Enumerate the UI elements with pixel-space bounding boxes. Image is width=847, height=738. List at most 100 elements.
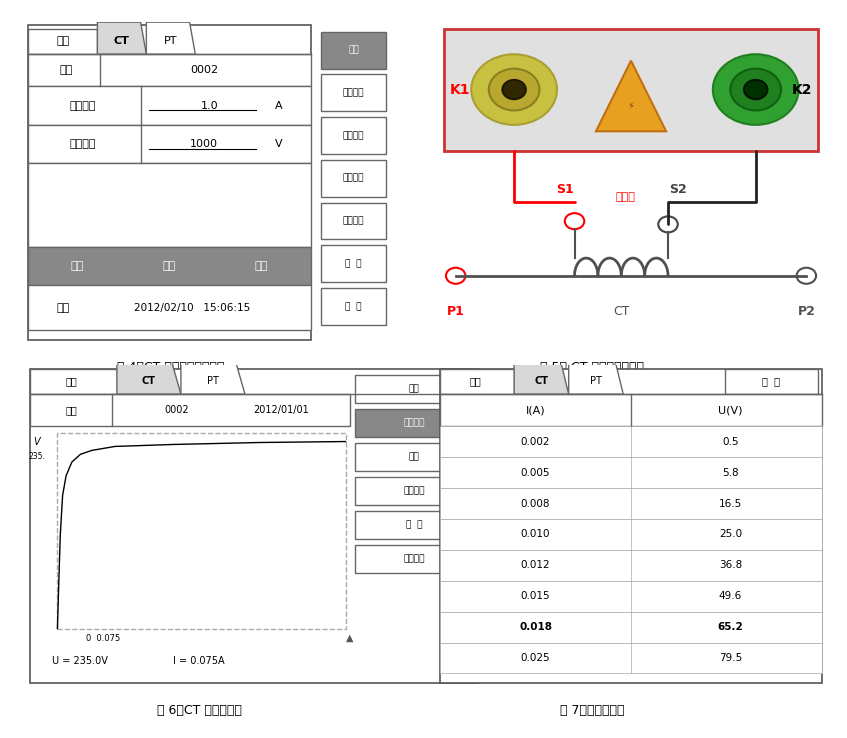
Circle shape	[446, 268, 466, 284]
Text: 励磁电流: 励磁电流	[69, 100, 97, 111]
FancyBboxPatch shape	[440, 612, 822, 643]
Text: 返  回: 返 回	[406, 521, 423, 530]
FancyBboxPatch shape	[28, 86, 311, 125]
Text: 49.6: 49.6	[719, 591, 742, 601]
Text: 误差曲线: 误差曲线	[403, 486, 425, 496]
FancyBboxPatch shape	[440, 394, 822, 427]
FancyBboxPatch shape	[355, 409, 473, 437]
FancyBboxPatch shape	[58, 432, 346, 629]
Text: 0  0.075: 0 0.075	[86, 634, 120, 643]
Text: 一次通流: 一次通流	[343, 174, 364, 183]
FancyBboxPatch shape	[321, 245, 386, 282]
FancyBboxPatch shape	[321, 288, 386, 325]
Text: 图 6，CT 励磁曲线图: 图 6，CT 励磁曲线图	[157, 704, 241, 717]
Text: CT: CT	[534, 376, 548, 387]
Text: CT: CT	[114, 36, 130, 46]
Text: 0002: 0002	[190, 65, 218, 75]
FancyBboxPatch shape	[30, 368, 479, 683]
Circle shape	[730, 69, 781, 111]
Text: K1: K1	[449, 83, 470, 97]
Text: ⚡: ⚡	[628, 100, 634, 111]
Text: 返  回: 返 回	[762, 376, 780, 387]
FancyBboxPatch shape	[355, 545, 473, 573]
Text: 保存: 保存	[409, 452, 419, 462]
Text: 返  回: 返 回	[346, 302, 362, 311]
FancyBboxPatch shape	[444, 29, 818, 151]
FancyBboxPatch shape	[724, 368, 818, 394]
Text: 图 4，CT 励磁特性测试界面: 图 4，CT 励磁特性测试界面	[117, 361, 224, 373]
Polygon shape	[181, 362, 245, 394]
Text: 励磁数据: 励磁数据	[403, 418, 425, 427]
FancyBboxPatch shape	[28, 163, 311, 246]
Text: 励磁: 励磁	[348, 46, 359, 55]
Circle shape	[471, 54, 557, 125]
Text: 日期: 日期	[56, 303, 69, 313]
FancyBboxPatch shape	[355, 511, 473, 539]
Text: 图 5， CT 励磁特性接线图: 图 5， CT 励磁特性接线图	[540, 361, 644, 373]
FancyBboxPatch shape	[321, 160, 386, 197]
Text: I(A): I(A)	[526, 405, 545, 415]
Text: V: V	[34, 438, 40, 447]
Text: S1: S1	[556, 182, 573, 196]
Text: 打印: 打印	[409, 384, 419, 393]
Text: 0.005: 0.005	[521, 468, 551, 477]
Text: U(V): U(V)	[718, 405, 743, 415]
Text: V: V	[275, 139, 283, 149]
Text: 0.002: 0.002	[521, 437, 551, 446]
Text: 0.010: 0.010	[521, 529, 551, 539]
FancyBboxPatch shape	[321, 202, 386, 239]
Text: 类型: 类型	[65, 376, 77, 387]
Circle shape	[658, 216, 678, 232]
Text: 变比极性: 变比极性	[343, 89, 364, 97]
Text: 编号: 编号	[65, 405, 77, 415]
Circle shape	[744, 80, 767, 99]
Text: 数据查询: 数据查询	[343, 216, 364, 226]
FancyBboxPatch shape	[440, 581, 822, 612]
Text: 36.8: 36.8	[719, 560, 742, 570]
FancyBboxPatch shape	[28, 125, 311, 163]
Text: 打印设定: 打印设定	[403, 555, 425, 564]
Circle shape	[489, 69, 540, 111]
Text: 图 7，励磁数据图: 图 7，励磁数据图	[560, 704, 624, 717]
Circle shape	[565, 213, 584, 230]
Text: 0.012: 0.012	[521, 560, 551, 570]
Text: 0.018: 0.018	[519, 622, 552, 632]
FancyBboxPatch shape	[321, 117, 386, 154]
Text: 校准: 校准	[255, 261, 268, 271]
Text: A: A	[275, 100, 283, 111]
Text: PT: PT	[590, 376, 602, 387]
FancyBboxPatch shape	[321, 75, 386, 111]
Polygon shape	[97, 22, 147, 54]
FancyBboxPatch shape	[355, 477, 473, 506]
Text: 0.015: 0.015	[521, 591, 551, 601]
Text: 0.025: 0.025	[521, 653, 551, 663]
Polygon shape	[117, 362, 181, 394]
FancyBboxPatch shape	[28, 246, 311, 286]
Text: 0.008: 0.008	[521, 499, 551, 508]
FancyBboxPatch shape	[28, 54, 311, 86]
Text: 25.0: 25.0	[719, 529, 742, 539]
Text: 类型: 类型	[469, 376, 481, 387]
FancyBboxPatch shape	[440, 458, 822, 488]
Text: 235.: 235.	[29, 452, 45, 461]
Circle shape	[797, 268, 817, 284]
Circle shape	[713, 54, 799, 125]
Text: 编号: 编号	[59, 65, 72, 75]
Text: 79.5: 79.5	[719, 653, 742, 663]
Text: 2012/02/10   15:06:15: 2012/02/10 15:06:15	[135, 303, 251, 313]
FancyBboxPatch shape	[440, 427, 822, 458]
Text: 1000: 1000	[190, 139, 218, 149]
Text: CT: CT	[613, 305, 629, 317]
FancyBboxPatch shape	[355, 443, 473, 472]
Text: CT: CT	[142, 376, 156, 387]
FancyBboxPatch shape	[28, 29, 97, 54]
Polygon shape	[147, 22, 196, 54]
Polygon shape	[596, 61, 666, 131]
Text: I = 0.075A: I = 0.075A	[174, 655, 225, 666]
Text: U = 235.0V: U = 235.0V	[53, 655, 108, 666]
Text: PT: PT	[164, 36, 178, 46]
Text: P1: P1	[446, 305, 465, 317]
Polygon shape	[514, 362, 568, 394]
FancyBboxPatch shape	[440, 488, 822, 519]
Text: K2: K2	[792, 83, 813, 97]
